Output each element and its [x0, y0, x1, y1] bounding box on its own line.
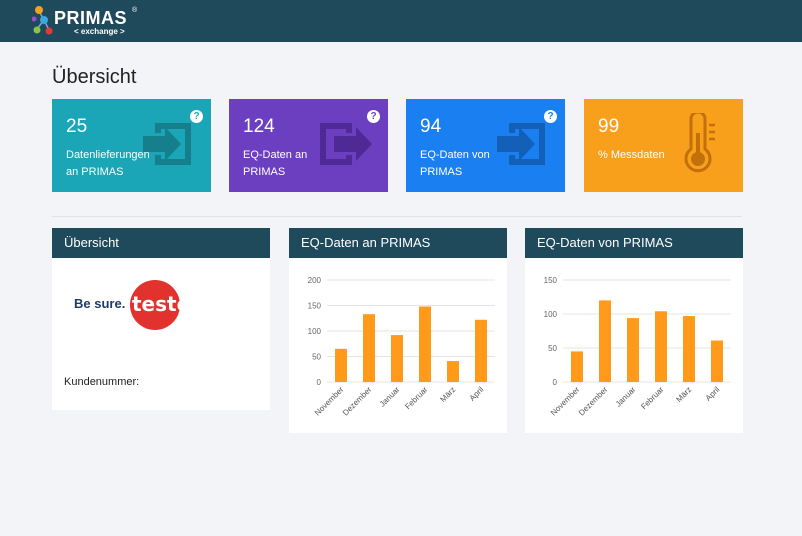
y-tick-label: 50	[548, 344, 557, 353]
card-header: EQ-Daten an PRIMAS	[289, 228, 507, 258]
y-tick-label: 50	[312, 353, 321, 362]
stat-value: 94	[420, 116, 442, 137]
thermometer-icon	[684, 113, 715, 173]
stat-label: Datenlieferungen an PRIMAS	[66, 149, 150, 178]
x-tick-label: März	[674, 385, 693, 404]
help-icon[interactable]: ?	[367, 110, 380, 123]
bar[interactable]	[447, 361, 459, 382]
bar[interactable]	[627, 318, 639, 382]
y-tick-label: 100	[544, 310, 558, 319]
brand-name: testo	[132, 292, 191, 316]
x-tick-label: Februar	[639, 385, 665, 411]
card-header: Übersicht	[52, 228, 270, 258]
stat-label: % Messdaten	[598, 149, 665, 161]
x-tick-label: Dezember	[577, 385, 610, 418]
logo-subtitle: < exchange >	[74, 27, 125, 36]
customer-number-label: Kundenummer:	[64, 376, 140, 388]
y-tick-label: 200	[308, 276, 322, 285]
y-tick-label: 100	[308, 327, 322, 336]
page-title: Übersicht	[52, 66, 137, 88]
stat-label: EQ-Daten von PRIMAS	[420, 149, 490, 178]
x-tick-label: Januar	[378, 385, 402, 409]
x-tick-label: April	[468, 385, 486, 403]
chart-card-an: EQ-Daten an PRIMAS 0 50 100 150 200 November D…	[289, 228, 507, 433]
brand-circle-icon	[130, 280, 180, 330]
stat-label: EQ-Daten an PRIMAS	[243, 149, 308, 178]
testo-logo: Be sure. testo	[74, 280, 234, 330]
stat-value: 99	[598, 116, 620, 137]
help-icon[interactable]: ?	[544, 110, 557, 123]
x-tick-label: März	[438, 385, 457, 404]
bar[interactable]	[599, 300, 611, 382]
logo-registered-mark: ®	[132, 7, 138, 14]
arrow-into-box-icon	[143, 123, 191, 165]
primas-logo[interactable]: PRIMAS ® < exchange >	[32, 3, 142, 39]
card-header: EQ-Daten von PRIMAS	[525, 228, 743, 258]
section-divider	[52, 216, 742, 217]
bar[interactable]	[571, 351, 583, 382]
y-tick-label: 0	[317, 378, 322, 387]
brand-tagline: Be sure.	[74, 296, 126, 311]
arrow-out-of-box-icon	[320, 123, 372, 165]
bar[interactable]	[363, 314, 375, 382]
x-tick-label: November	[549, 385, 582, 418]
molecule-logo-icon	[32, 6, 53, 35]
y-tick-label: 0	[553, 378, 558, 387]
top-bar: PRIMAS ® < exchange >	[0, 0, 802, 42]
stat-value: 25	[66, 116, 88, 137]
arrow-into-box-icon	[497, 123, 545, 165]
x-tick-label: Dezember	[341, 385, 374, 418]
logo-text: PRIMAS	[54, 8, 128, 28]
stat-tile-eq-daten-an[interactable]: 124 EQ-Daten an PRIMAS ?	[229, 99, 388, 192]
chart-card-von: EQ-Daten von PRIMAS 0 50 100 150 November Dez…	[525, 228, 743, 433]
overview-card: Übersicht Be sure. testo Kundenummer:	[52, 228, 270, 410]
bar[interactable]	[683, 316, 695, 382]
x-tick-label: Februar	[403, 385, 429, 411]
y-tick-label: 150	[544, 276, 558, 285]
bar[interactable]	[475, 319, 487, 382]
bar[interactable]	[711, 340, 723, 382]
x-tick-label: April	[704, 385, 722, 403]
stat-tile-eq-daten-von[interactable]: 94 EQ-Daten von PRIMAS ?	[406, 99, 565, 192]
y-tick-label: 150	[308, 302, 322, 311]
x-tick-label: Januar	[614, 385, 638, 409]
stat-value: 124	[243, 116, 275, 137]
bar[interactable]	[419, 306, 431, 382]
bar[interactable]	[335, 348, 347, 382]
stat-tile-datenlieferungen[interactable]: 25 Datenlieferungen an PRIMAS ?	[52, 99, 211, 192]
x-tick-label: November	[313, 385, 346, 418]
bar[interactable]	[391, 335, 403, 382]
stat-tile-messdaten[interactable]: 99 % Messdaten	[584, 99, 743, 192]
help-icon[interactable]: ?	[190, 110, 203, 123]
bar[interactable]	[655, 311, 667, 382]
